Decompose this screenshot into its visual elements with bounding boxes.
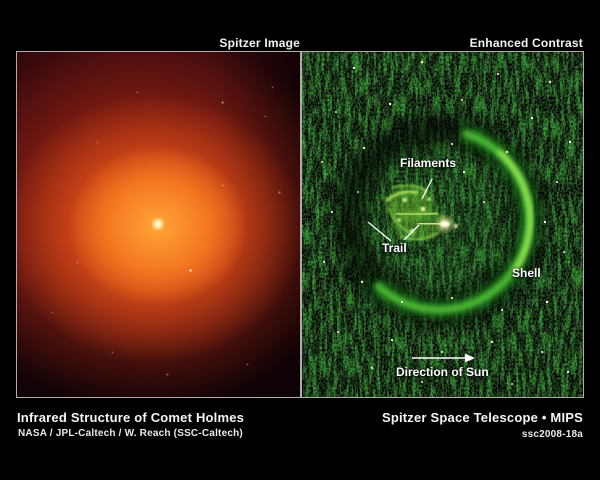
- left-panel-caption: Spitzer Image: [219, 36, 300, 50]
- credit-line: NASA / JPL-Caltech / W. Reach (SSC-Calte…: [18, 428, 243, 439]
- filaments-label: Filaments: [400, 156, 457, 170]
- annotation-lines: [367, 178, 466, 359]
- image-title: Infrared Structure of Comet Holmes: [17, 410, 245, 425]
- trail-leader-line-left: [367, 221, 392, 242]
- stars: [321, 60, 572, 385]
- release-id: ssc2008-18a: [521, 429, 583, 440]
- trail-label: Trail: [382, 241, 407, 255]
- nucleus-and-trail: [416, 216, 458, 232]
- arrow-right-icon: [465, 353, 475, 363]
- shell-label: Shell: [512, 266, 541, 280]
- enhanced-contrast-graphic: [302, 52, 583, 397]
- filaments-leader-line: [421, 178, 433, 200]
- filament-structure: [385, 184, 446, 241]
- background-stars: [17, 52, 18, 53]
- direction-of-sun-label: Direction of Sun: [396, 365, 489, 379]
- trail-leader-line-right: [403, 224, 420, 241]
- image-frame: Filaments Trail Shell Direction of Sun: [16, 51, 584, 398]
- right-panel-caption: Enhanced Contrast: [469, 36, 583, 50]
- comet-holmes-infrared-image: [17, 52, 300, 397]
- enhanced-contrast-image: Filaments Trail Shell Direction of Sun: [302, 52, 583, 397]
- comet-nucleus: [440, 220, 450, 228]
- panel-divider: [300, 52, 302, 397]
- shell-arc-bright: [496, 149, 533, 274]
- telescope-instrument: Spitzer Space Telescope • MIPS: [381, 410, 583, 425]
